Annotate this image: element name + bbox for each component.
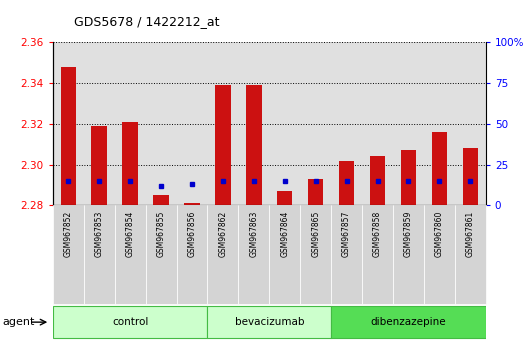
FancyBboxPatch shape bbox=[176, 205, 208, 304]
Text: GSM967852: GSM967852 bbox=[64, 210, 73, 257]
Bar bbox=[153, 195, 169, 205]
Text: dibenzazepine: dibenzazepine bbox=[371, 317, 446, 327]
Text: GSM967862: GSM967862 bbox=[219, 210, 228, 257]
FancyBboxPatch shape bbox=[238, 205, 269, 304]
FancyBboxPatch shape bbox=[393, 205, 424, 304]
Text: bevacizumab: bevacizumab bbox=[234, 317, 304, 327]
Bar bbox=[146, 42, 176, 205]
Bar bbox=[53, 42, 84, 205]
Text: control: control bbox=[112, 317, 148, 327]
Text: GSM967858: GSM967858 bbox=[373, 210, 382, 257]
Bar bbox=[208, 42, 238, 205]
Bar bbox=[401, 150, 416, 205]
FancyBboxPatch shape bbox=[53, 306, 208, 338]
Bar bbox=[269, 42, 300, 205]
Text: agent: agent bbox=[3, 317, 35, 327]
FancyBboxPatch shape bbox=[362, 205, 393, 304]
Bar bbox=[463, 148, 478, 205]
Text: GSM967855: GSM967855 bbox=[156, 210, 166, 257]
Bar bbox=[300, 42, 331, 205]
FancyBboxPatch shape bbox=[208, 205, 238, 304]
Bar bbox=[331, 42, 362, 205]
Bar bbox=[122, 122, 138, 205]
Text: GSM967864: GSM967864 bbox=[280, 210, 289, 257]
Bar bbox=[432, 132, 447, 205]
FancyBboxPatch shape bbox=[115, 205, 146, 304]
FancyBboxPatch shape bbox=[53, 205, 84, 304]
Bar bbox=[238, 42, 269, 205]
Bar bbox=[91, 126, 107, 205]
FancyBboxPatch shape bbox=[269, 205, 300, 304]
Text: GSM967865: GSM967865 bbox=[311, 210, 320, 257]
Bar bbox=[246, 85, 261, 205]
FancyBboxPatch shape bbox=[455, 205, 486, 304]
Bar bbox=[176, 42, 208, 205]
FancyBboxPatch shape bbox=[331, 306, 486, 338]
Bar bbox=[184, 203, 200, 205]
Text: GSM967863: GSM967863 bbox=[249, 210, 258, 257]
Bar bbox=[455, 42, 486, 205]
FancyBboxPatch shape bbox=[146, 205, 176, 304]
FancyBboxPatch shape bbox=[300, 205, 331, 304]
Text: GSM967860: GSM967860 bbox=[435, 210, 444, 257]
Bar bbox=[308, 179, 323, 205]
Text: GSM967857: GSM967857 bbox=[342, 210, 351, 257]
FancyBboxPatch shape bbox=[84, 205, 115, 304]
Text: GSM967859: GSM967859 bbox=[404, 210, 413, 257]
Bar bbox=[424, 42, 455, 205]
Text: GDS5678 / 1422212_at: GDS5678 / 1422212_at bbox=[74, 15, 220, 28]
Text: GSM967854: GSM967854 bbox=[126, 210, 135, 257]
Bar bbox=[61, 67, 76, 205]
Text: GSM967856: GSM967856 bbox=[187, 210, 196, 257]
Text: GSM967853: GSM967853 bbox=[95, 210, 103, 257]
Bar bbox=[339, 160, 354, 205]
Bar bbox=[115, 42, 146, 205]
Bar bbox=[370, 156, 385, 205]
Bar bbox=[393, 42, 424, 205]
Bar bbox=[277, 191, 293, 205]
FancyBboxPatch shape bbox=[331, 205, 362, 304]
FancyBboxPatch shape bbox=[208, 306, 331, 338]
Bar bbox=[362, 42, 393, 205]
Text: GSM967861: GSM967861 bbox=[466, 210, 475, 257]
Bar bbox=[84, 42, 115, 205]
Bar bbox=[215, 85, 231, 205]
FancyBboxPatch shape bbox=[424, 205, 455, 304]
